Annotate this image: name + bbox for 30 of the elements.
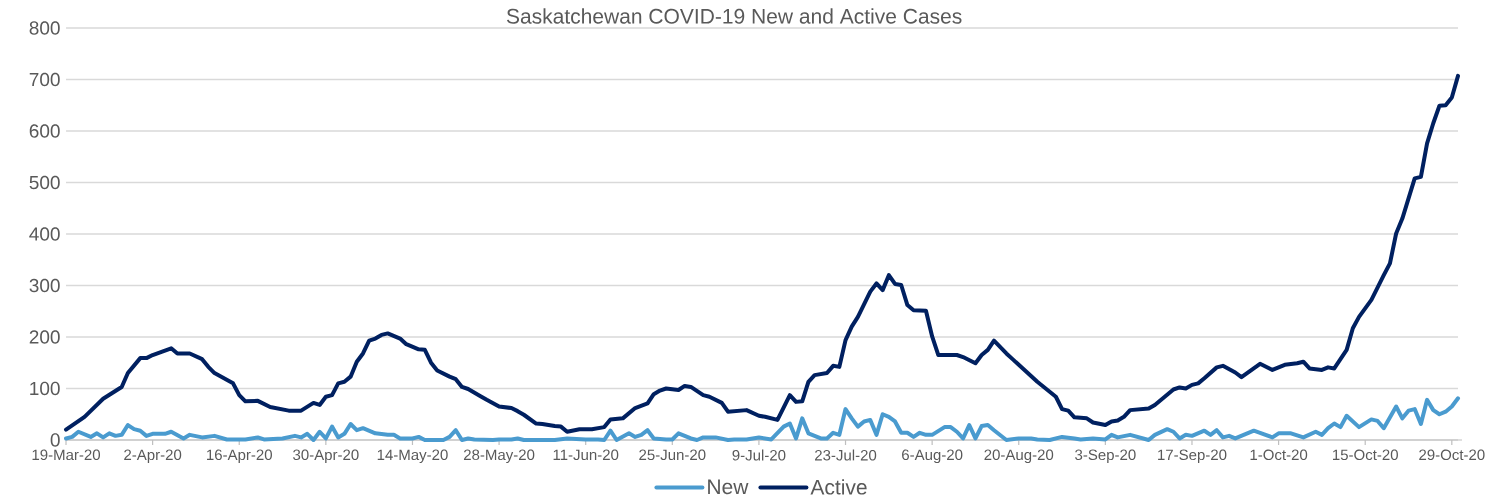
legend-label: New bbox=[708, 479, 749, 495]
x-tick-label: 25-Jun-20 bbox=[639, 449, 706, 461]
x-tick-label: 16-Apr-20 bbox=[207, 449, 272, 464]
x-tick-label: 30-Apr-20 bbox=[293, 449, 359, 464]
chart-title: Saskatchewan COVID-19 New and Active Cases bbox=[506, 8, 962, 24]
x-tick-label: 17-Sep-20 bbox=[1158, 449, 1227, 464]
legend-label: Active bbox=[810, 479, 867, 495]
x-tick-label: 6-Aug-20 bbox=[902, 449, 963, 464]
x-tick-label: 14-May-20 bbox=[377, 449, 448, 464]
x-tick-label: 1-Oct-20 bbox=[1250, 449, 1308, 461]
y-tick-label: 200 bbox=[29, 330, 60, 344]
x-tick-label: 19-Mar-20 bbox=[32, 449, 101, 461]
y-tick-label: 300 bbox=[29, 278, 60, 293]
x-tick-label: 28-May-20 bbox=[463, 449, 535, 464]
line-series bbox=[64, 73, 1461, 434]
x-tick-label: 15-Oct-20 bbox=[1333, 449, 1398, 461]
x-tick-label: 3-Sep-20 bbox=[1075, 449, 1136, 464]
y-tick-label: 0 bbox=[50, 433, 60, 447]
x-tick-label: 2-Apr-20 bbox=[124, 449, 182, 464]
y-tick-label: 800 bbox=[29, 21, 60, 35]
y-tick-label: 600 bbox=[29, 124, 60, 138]
x-tick-label: 29-Oct-20 bbox=[1419, 449, 1485, 461]
y-tick-label: 700 bbox=[29, 72, 60, 87]
x-tick-label: 9-Jul-20 bbox=[732, 449, 786, 461]
y-tick-label: 500 bbox=[29, 175, 60, 190]
x-tick-label: 23-Jul-20 bbox=[815, 449, 877, 461]
x-tick-label: 11-Jun-20 bbox=[553, 449, 619, 461]
y-tick-label: 100 bbox=[30, 381, 60, 396]
y-tick-label: 400 bbox=[29, 227, 60, 241]
x-tick-label: 20-Aug-20 bbox=[984, 449, 1054, 464]
